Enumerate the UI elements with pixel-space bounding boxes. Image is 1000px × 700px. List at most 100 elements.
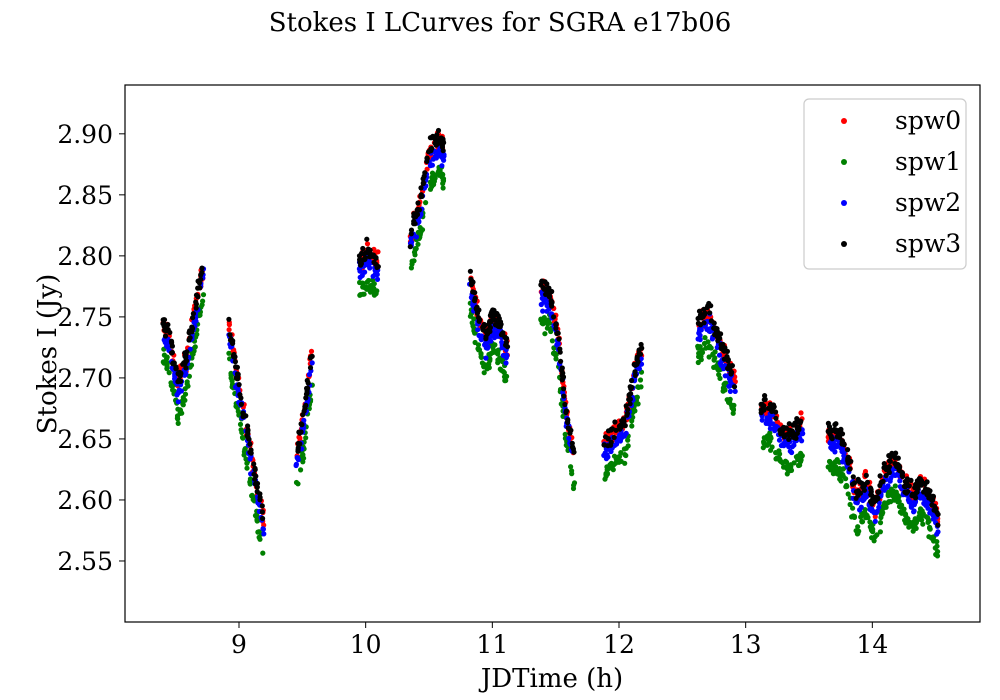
data-point — [422, 170, 428, 176]
data-point — [193, 301, 199, 307]
data-point — [440, 185, 446, 191]
data-point — [483, 355, 489, 361]
data-point — [496, 315, 502, 322]
data-point — [371, 259, 377, 265]
data-point — [184, 358, 190, 364]
data-point — [499, 331, 505, 337]
data-point — [480, 323, 487, 329]
data-point — [232, 359, 238, 365]
data-point — [835, 433, 841, 439]
data-point — [632, 408, 638, 414]
data-point — [415, 241, 421, 247]
data-point — [885, 500, 891, 506]
data-point — [441, 157, 447, 163]
data-point — [193, 305, 199, 311]
data-point — [839, 448, 845, 455]
data-point — [481, 370, 487, 376]
data-point — [625, 437, 631, 443]
data-point — [930, 512, 936, 518]
data-point — [929, 497, 935, 503]
data-point — [893, 496, 900, 502]
data-point — [603, 472, 609, 478]
data-point — [490, 349, 496, 355]
data-point — [617, 422, 624, 428]
data-point — [627, 384, 633, 390]
data-point — [259, 509, 265, 515]
data-point — [697, 322, 704, 328]
data-point — [716, 352, 723, 358]
data-point — [494, 350, 500, 356]
data-point — [619, 434, 625, 440]
data-point — [776, 448, 782, 454]
data-point — [715, 338, 721, 344]
data-point — [566, 426, 572, 432]
legend-label-spw2: spw2 — [895, 188, 961, 217]
data-point — [850, 505, 856, 511]
data-point — [238, 401, 244, 407]
data-point — [850, 474, 856, 480]
data-point — [190, 311, 196, 317]
data-point — [855, 488, 861, 494]
data-point — [799, 438, 805, 444]
data-point — [911, 502, 918, 508]
y-axis-ticks: 2.55 2.60 2.65 2.70 2.75 2.80 2.85 2.90 — [57, 120, 125, 576]
data-point — [365, 262, 371, 268]
data-point — [180, 361, 186, 367]
data-point — [761, 440, 767, 446]
data-point — [624, 412, 630, 418]
data-point — [440, 148, 446, 154]
data-point — [173, 366, 179, 372]
data-point — [571, 480, 578, 486]
legend-marker-spw2 — [841, 200, 847, 206]
data-point — [768, 435, 774, 441]
data-point — [900, 473, 906, 480]
data-point — [195, 278, 201, 284]
data-point — [623, 430, 629, 436]
data-point — [243, 413, 249, 419]
data-point — [712, 355, 718, 361]
data-point — [540, 321, 546, 327]
data-point — [920, 521, 926, 527]
data-point — [878, 514, 884, 521]
data-point — [722, 380, 728, 386]
data-point — [698, 357, 704, 363]
data-point — [883, 504, 889, 510]
data-point — [260, 550, 266, 556]
data-point — [896, 463, 902, 469]
data-point — [547, 320, 553, 326]
legend-label-spw0: spw0 — [895, 106, 961, 135]
data-point — [791, 442, 797, 448]
data-point — [827, 459, 833, 465]
data-point — [359, 280, 366, 286]
data-point — [612, 419, 618, 425]
data-point — [622, 423, 628, 429]
data-point — [176, 377, 182, 383]
data-point — [293, 461, 299, 467]
data-point — [245, 427, 251, 433]
data-point — [857, 507, 863, 513]
data-point — [605, 428, 612, 434]
data-point — [792, 420, 798, 426]
data-points — [160, 127, 941, 559]
data-point — [408, 235, 414, 241]
data-point — [238, 395, 244, 401]
data-point — [424, 155, 430, 161]
data-point — [245, 423, 251, 429]
data-point — [935, 529, 941, 535]
data-point — [553, 325, 559, 331]
data-point — [369, 282, 376, 288]
data-point — [247, 481, 253, 487]
data-point — [905, 497, 912, 503]
data-point — [561, 386, 567, 392]
data-point — [798, 410, 804, 416]
data-point — [883, 472, 889, 479]
data-point — [570, 485, 577, 492]
data-point — [833, 421, 839, 427]
data-point — [423, 200, 429, 206]
data-point — [366, 258, 372, 264]
data-point — [486, 361, 492, 367]
data-point — [563, 409, 569, 416]
series-spw1-points — [160, 164, 941, 559]
data-point — [438, 137, 444, 143]
